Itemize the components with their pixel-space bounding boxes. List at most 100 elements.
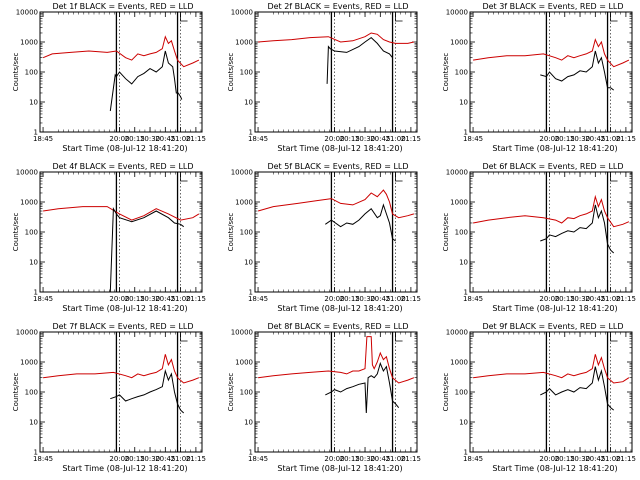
x-tick-label: 18:45 <box>463 455 483 463</box>
series-events-line <box>325 203 396 242</box>
y-tick-label: 1000 <box>20 199 38 207</box>
y-axis-label: Counts/sec <box>227 213 235 252</box>
series-events-line <box>540 204 615 254</box>
marker-bracket <box>395 334 403 342</box>
x-tick-label: 20:45 <box>585 135 605 143</box>
x-tick-label: 21:00 <box>171 135 191 143</box>
y-tick-label: 1000 <box>235 39 253 47</box>
x-axis-label: Start Time (08-Jul-12 18:41:20) <box>62 464 187 473</box>
x-tick-label: 20:45 <box>585 295 605 303</box>
y-tick-label: 10 <box>459 259 468 267</box>
x-tick-label: 20:00 <box>109 455 129 463</box>
y-tick-label: 10 <box>244 419 253 427</box>
series-lld-line <box>42 35 200 68</box>
x-tick-label: 20:15 <box>125 135 145 143</box>
x-tick-label: 18:45 <box>463 295 483 303</box>
x-tick-label: 21:00 <box>601 295 621 303</box>
x-tick-label: 20:15 <box>125 295 145 303</box>
x-tick-label: 21:15 <box>401 295 421 303</box>
panel-3: Det 3f BLACK = Events, RED = LLD 1 10 100 10… <box>442 2 636 153</box>
x-tick-label: 20:00 <box>109 295 129 303</box>
y-tick-label: 10000 <box>231 329 253 337</box>
x-tick-label: 21:15 <box>401 135 421 143</box>
x-tick-label: 20:45 <box>155 135 175 143</box>
series-events-line <box>109 206 185 293</box>
x-tick-label: 18:45 <box>463 135 483 143</box>
x-tick-label: 20:30 <box>570 135 590 143</box>
panel-2: Det 2f BLACK = Events, RED = LLD 1 10 100 10… <box>227 2 421 153</box>
panel-9: Det 9f BLACK = Events, RED = LLD 1 10 100 10… <box>442 322 636 473</box>
marker-bracket <box>395 14 403 22</box>
x-tick-label: 20:15 <box>340 135 360 143</box>
x-tick-label: 21:00 <box>171 455 191 463</box>
panel-title: Det 3f BLACK = Events, RED = LLD <box>482 2 623 11</box>
x-tick-label: 20:45 <box>585 455 605 463</box>
series-events-line <box>110 369 185 414</box>
y-tick-label: 100 <box>455 229 468 237</box>
y-axis-label: Counts/sec <box>12 373 20 412</box>
y-tick-label: 1000 <box>450 359 468 367</box>
y-tick-label: 10 <box>244 259 253 267</box>
panel-title: Det 6f BLACK = Events, RED = LLD <box>482 162 623 171</box>
x-tick-label: 20:00 <box>539 295 559 303</box>
series-lld-line <box>473 354 630 384</box>
marker-bracket <box>180 14 188 22</box>
x-tick-label: 21:15 <box>186 455 206 463</box>
x-tick-label: 21:15 <box>186 295 206 303</box>
panel-6: Det 6f BLACK = Events, RED = LLD 1 10 100 10… <box>442 162 636 313</box>
y-axis-label: Counts/sec <box>12 53 20 92</box>
y-tick-label: 100 <box>240 389 253 397</box>
x-tick-label: 20:30 <box>570 455 590 463</box>
x-tick-label: 21:15 <box>616 135 636 143</box>
y-axis-label: Counts/sec <box>227 373 235 412</box>
panel-title: Det 4f BLACK = Events, RED = LLD <box>52 162 193 171</box>
x-axis-label: Start Time (08-Jul-12 18:41:20) <box>277 304 402 313</box>
y-tick-label: 100 <box>240 69 253 77</box>
marker-bracket <box>180 174 188 182</box>
panel-1: Det 1f BLACK = Events, RED = LLD 1 10 100 10… <box>12 2 206 153</box>
panel-title: Det 5f BLACK = Events, RED = LLD <box>267 162 408 171</box>
y-tick-label: 1 <box>249 129 253 137</box>
y-axis-label: Counts/sec <box>442 373 450 412</box>
series-events-line <box>325 361 400 414</box>
y-tick-label: 100 <box>25 389 38 397</box>
y-tick-label: 1000 <box>235 359 253 367</box>
y-tick-label: 10 <box>29 419 38 427</box>
x-tick-label: 20:00 <box>539 135 559 143</box>
y-tick-label: 10 <box>459 419 468 427</box>
panel-title: Det 8f BLACK = Events, RED = LLD <box>267 322 408 331</box>
x-tick-label: 20:00 <box>324 455 344 463</box>
x-tick-label: 20:30 <box>140 455 160 463</box>
y-tick-label: 10000 <box>16 169 38 177</box>
y-tick-label: 100 <box>240 229 253 237</box>
x-tick-label: 20:45 <box>370 295 390 303</box>
y-tick-label: 10 <box>29 99 38 107</box>
x-tick-label: 21:00 <box>601 455 621 463</box>
x-tick-label: 20:00 <box>324 295 344 303</box>
series-lld-line <box>257 189 415 219</box>
x-tick-label: 20:15 <box>125 455 145 463</box>
series-lld-line <box>258 32 415 44</box>
y-tick-label: 10000 <box>16 9 38 17</box>
x-tick-label: 21:15 <box>616 295 636 303</box>
x-tick-label: 20:15 <box>555 455 575 463</box>
series-events-line <box>540 50 615 91</box>
x-tick-label: 20:30 <box>140 295 160 303</box>
x-tick-label: 18:45 <box>33 135 53 143</box>
y-axis-label: Counts/sec <box>442 53 450 92</box>
panel-4: Det 4f BLACK = Events, RED = LLD 1 10 100 10… <box>12 162 206 313</box>
x-axis-label: Start Time (08-Jul-12 18:41:20) <box>62 144 187 153</box>
series-events-line <box>540 366 615 411</box>
y-tick-label: 1 <box>34 449 38 457</box>
x-tick-label: 20:30 <box>140 135 160 143</box>
series-lld-line <box>43 354 200 384</box>
x-tick-label: 20:15 <box>555 135 575 143</box>
panel-8: Det 8f BLACK = Events, RED = LLD 1 10 100 10… <box>227 322 421 473</box>
x-tick-label: 18:45 <box>248 135 268 143</box>
y-tick-label: 1 <box>464 129 468 137</box>
x-tick-label: 18:45 <box>248 455 268 463</box>
series-events-line <box>109 50 183 112</box>
y-tick-label: 100 <box>455 69 468 77</box>
marker-bracket <box>395 174 403 182</box>
